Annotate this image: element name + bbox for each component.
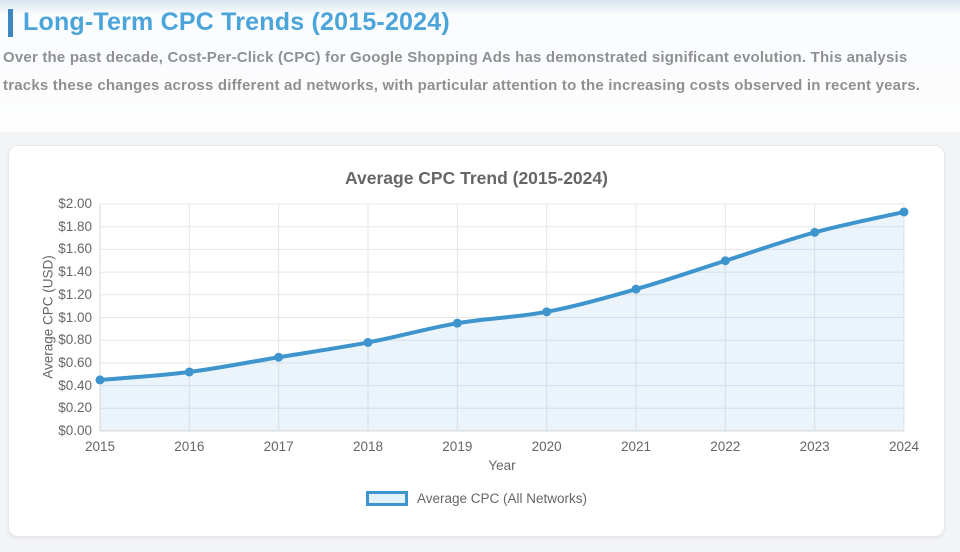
area-fill	[100, 211, 904, 431]
x-tick-label: 2019	[442, 439, 473, 454]
chart-title: Average CPC Trend (2015-2024)	[345, 168, 608, 188]
y-tick-label: $2.00	[58, 196, 92, 211]
chart-plot-area[interactable]: Average CPC (USD) Year $2.00 $1.80 $1.60 $1…	[9, 146, 944, 536]
article-section-background	[0, 0, 960, 132]
x-tick-label: 2016	[174, 439, 205, 454]
y-tick-label: $1.40	[58, 264, 92, 280]
page-title: Long-Term CPC Trends (2015-2024)	[23, 8, 450, 36]
x-tick-label: 2024	[888, 439, 920, 454]
heading-accent-bar	[8, 8, 13, 37]
y-tick-label: $0.40	[58, 377, 92, 393]
data-point-2023[interactable]	[810, 227, 820, 237]
data-point-2017[interactable]	[274, 352, 284, 362]
data-point-2015[interactable]	[95, 375, 105, 385]
intro-paragraph: Over the past decade, Cost-Per-Click (CP…	[3, 49, 921, 94]
x-tick-label: 2015	[84, 439, 116, 454]
chart-legend[interactable]: Average CPC (All Networks)	[9, 491, 944, 506]
data-point-2021[interactable]	[631, 284, 641, 294]
y-tick-label: $1.60	[58, 241, 92, 257]
data-point-2020[interactable]	[542, 307, 552, 317]
data-point-2024[interactable]	[899, 207, 909, 217]
data-point-2016[interactable]	[184, 367, 194, 377]
data-point-2019[interactable]	[452, 318, 462, 328]
x-axis-title: Year	[488, 458, 516, 473]
x-tick-label: 2018	[352, 439, 384, 454]
x-tick-label: 2022	[710, 439, 741, 454]
data-point-2018[interactable]	[363, 337, 373, 347]
y-tick-label: $1.20	[58, 286, 92, 302]
section-heading: Long-Term CPC Trends (2015-2024)	[8, 8, 450, 37]
x-tick-label: 2017	[263, 439, 294, 454]
y-tick-label: $0.60	[58, 354, 92, 370]
cpc-trend-chart[interactable]	[9, 146, 944, 536]
y-tick-label: $0.80	[58, 332, 92, 348]
x-tick-label: 2023	[799, 439, 830, 454]
chart-card: Average CPC Trend (2015-2024) Average CP…	[8, 145, 945, 537]
y-tick-label: $1.00	[58, 309, 92, 325]
data-point-2022[interactable]	[720, 256, 730, 266]
x-tick-label: 2020	[531, 439, 562, 454]
legend-swatch[interactable]	[365, 491, 408, 506]
y-tick-label: $1.80	[58, 218, 92, 234]
legend-label[interactable]: Average CPC (All Networks)	[416, 491, 588, 506]
y-tick-label: $0.00	[58, 423, 92, 438]
cpc-line	[98, 209, 906, 382]
x-tick-label: 2021	[620, 439, 652, 454]
y-tick-label: $0.20	[58, 400, 92, 416]
